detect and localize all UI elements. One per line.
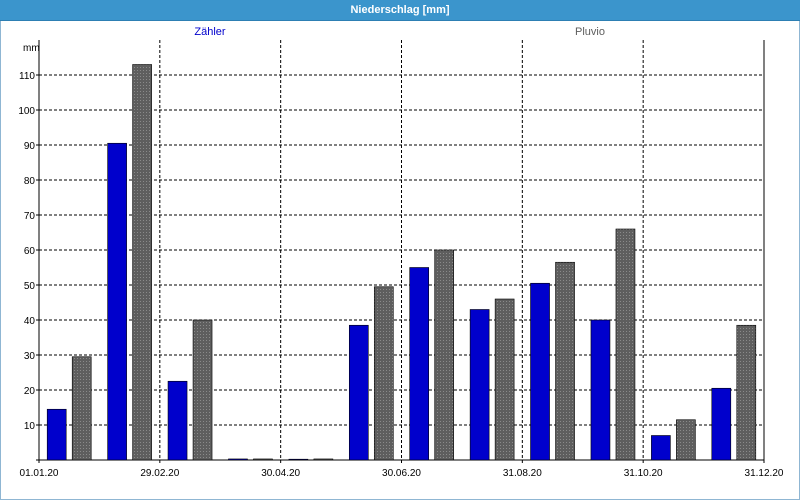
bar-pluvio [676, 419, 696, 461]
chart-frame: 10 20 30 40 50 60 70 80 90 100 110 mm 01.01.20 29.02.… [0, 21, 800, 500]
bar-zaehler [107, 142, 127, 461]
bar-pluvio [494, 298, 515, 461]
bar-pluvio [253, 458, 273, 461]
bar-zaehler [530, 282, 550, 461]
legend-pluvio: Pluvio [575, 26, 605, 38]
x-tick-label: 30.06.20 [382, 468, 421, 479]
bar-zaehler [46, 408, 67, 461]
y-tick-label: 10 [24, 421, 36, 432]
y-tick-label: 30 [24, 351, 36, 362]
x-tick-label: 31.08.20 [503, 468, 542, 479]
bar-pluvio [434, 249, 455, 461]
bar-zaehler [348, 324, 369, 461]
bar-zaehler [590, 319, 611, 461]
x-tick-label: 31.12.20 [745, 468, 784, 479]
y-tick-label: 110 [19, 71, 35, 82]
x-tick-label: 29.02.20 [140, 468, 179, 479]
bar-zaehler [469, 309, 490, 461]
bar-chart: 10 20 30 40 50 60 70 80 90 100 110 mm 01.01.20 29.02.… [18, 26, 784, 479]
y-tick-label: 100 [18, 106, 35, 117]
bar-zaehler [711, 387, 732, 461]
y-tick-label: 90 [24, 141, 36, 152]
y-axis-label: mm [23, 43, 40, 54]
y-tick-label: 80 [24, 176, 36, 187]
bar-zaehler [167, 380, 188, 461]
bar-pluvio [615, 228, 636, 461]
bar-pluvio [373, 286, 394, 461]
chart-title: Niederschlag [mm] [0, 0, 800, 21]
bar-zaehler [651, 435, 671, 461]
bar-zaehler [288, 458, 309, 461]
y-tick-label: 60 [24, 246, 36, 257]
bar-pluvio [132, 64, 152, 461]
y-tick-label: 20 [24, 386, 36, 397]
y-tick-label: 40 [24, 316, 36, 327]
y-tick-label: 70 [24, 211, 36, 222]
bar-pluvio [192, 319, 213, 461]
x-tick-label: 01.01.20 [20, 468, 59, 479]
legend-zaehler: Zähler [194, 26, 226, 38]
bar-zaehler [228, 458, 248, 461]
bar-pluvio [736, 324, 757, 461]
x-tick-label: 31.10.20 [624, 468, 663, 479]
bar-pluvio [313, 458, 334, 461]
bar-zaehler [409, 267, 430, 461]
bar-pluvio [555, 261, 575, 461]
y-tick-label: 50 [24, 281, 36, 292]
x-tick-label: 30.04.20 [261, 468, 300, 479]
bar-pluvio [71, 356, 92, 461]
